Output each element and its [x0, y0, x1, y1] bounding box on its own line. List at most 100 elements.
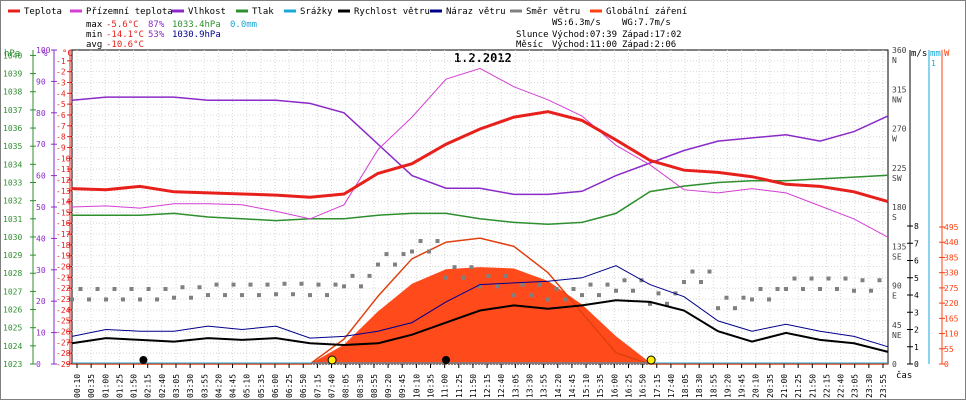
wind-direction-point — [410, 249, 414, 254]
x-tick-label: 22:40 — [837, 374, 846, 398]
x-tick-label: 03:05 — [172, 374, 181, 398]
x-tick-label: 05:35 — [257, 374, 266, 398]
legend-label-rychlost-vetru: Rychlost větru — [354, 7, 430, 17]
ms-tick-label: 2 — [914, 326, 919, 335]
moonset-marker — [139, 356, 148, 364]
wind-direction-point — [665, 301, 669, 306]
x-tick-label: 19:45 — [738, 374, 747, 398]
wind-direction-point — [333, 282, 338, 287]
temp-tick-label: -21 — [56, 273, 71, 282]
mm-tick-label: 1 — [931, 59, 936, 68]
temp-tick-label: -7 — [56, 122, 66, 131]
info-moon-rise: Východ:11:00 — [552, 40, 617, 50]
legend-label-srazky: Srážky — [300, 7, 333, 17]
temp-tick-label: -1 — [56, 57, 66, 66]
legend-label-prizemni-teplota: Přízemní teplota — [86, 7, 173, 17]
pct-tick-label: 50 — [36, 203, 46, 212]
wm-tick-label: 110 — [944, 330, 959, 339]
stats-block: max -5.6°C 87% 1033.4hPa 0.0mm min -14.1… — [86, 20, 257, 50]
temp-tick-label: -14 — [56, 198, 71, 207]
wind-direction-point — [852, 288, 856, 293]
ms-tick-label: 7 — [914, 239, 919, 248]
wind-direction-point — [478, 284, 482, 289]
x-tick-label: 16:50 — [639, 374, 648, 398]
temp-tick-label: -2 — [56, 68, 66, 77]
x-tick-label: 11:00 — [441, 374, 450, 398]
x-tick-label: 20:10 — [752, 374, 761, 398]
temp-tick-label: -4 — [56, 89, 66, 98]
stats-avg-label: avg — [86, 40, 102, 50]
direction-tick-label: 0 — [892, 360, 897, 369]
wind-direction-point — [571, 286, 576, 291]
temp-tick-label: -24 — [56, 306, 71, 315]
temp-tick-label: -26 — [56, 328, 71, 337]
wind-direction-point — [214, 282, 219, 287]
astro-info: WS:6.3m/s WG:7.7m/s Slunce Východ:07:39 … — [516, 18, 682, 50]
ms-tick-label: 6 — [914, 257, 919, 266]
chart-title: 1.2.2012 — [454, 51, 512, 65]
wind-direction-point — [248, 282, 253, 287]
direction-tick-label: 90 — [892, 282, 902, 291]
wind-direction-point — [486, 273, 491, 278]
x-tick-label: 05:10 — [243, 374, 252, 398]
x-tick-label: 23:05 — [851, 374, 860, 398]
temp-tick-label: -13 — [56, 187, 71, 196]
x-tick-label: 17:40 — [667, 374, 676, 398]
pct-axis-label: % — [42, 49, 48, 59]
info-ws: WS:6.3m/s — [552, 18, 601, 28]
wm-tick-label: 0 — [944, 360, 949, 369]
x-tick-label: 15:35 — [596, 374, 605, 398]
hpa-tick-label: 1024 — [3, 342, 22, 351]
wind-direction-point — [231, 282, 236, 287]
x-tick-label: 08:55 — [370, 374, 379, 398]
legend-label-smer-vetru: Směr větru — [526, 7, 580, 17]
wind-direction-point — [724, 295, 729, 300]
wind-direction-point — [172, 295, 176, 300]
x-tick-label: 02:15 — [144, 374, 153, 398]
x-tick-label: 01:25 — [115, 374, 124, 398]
wind-direction-point — [197, 285, 202, 290]
x-tick-label: 13:55 — [540, 374, 549, 398]
plot-group — [70, 67, 889, 365]
direction-tick-label: NW — [892, 95, 902, 104]
wind-direction-point — [631, 288, 635, 293]
x-tick-label: 08:30 — [356, 374, 365, 398]
wind-direction-point — [588, 282, 593, 287]
pct-tick-label: 20 — [36, 297, 46, 306]
wm-tick-label: 165 — [944, 314, 959, 323]
wind-direction-point — [240, 293, 244, 298]
temp-tick-label: -19 — [56, 252, 71, 261]
x-tick-label: 16:00 — [610, 374, 619, 398]
wm-tick-label: 495 — [944, 223, 959, 232]
x-tick-label: 00:35 — [87, 374, 96, 398]
global-radiation-area — [72, 267, 888, 364]
pct-tick-label: 70 — [36, 140, 46, 149]
x-tick-label: 10:35 — [427, 374, 436, 398]
axes-group: hPa1040103910381037103610351034103310321… — [3, 46, 959, 369]
wind-direction-point — [775, 286, 780, 291]
wind-direction-point — [189, 295, 193, 300]
temp-tick-label: -9 — [56, 143, 66, 152]
x-tick-label: 11:25 — [455, 374, 464, 398]
x-tick-label: 21:00 — [780, 374, 789, 398]
hpa-tick-label: 1030 — [3, 233, 22, 242]
direction-tick-label: 270 — [892, 125, 907, 134]
x-tick-label: 17:15 — [653, 374, 662, 398]
wind-direction-point — [104, 297, 108, 302]
wind-direction-point — [605, 282, 610, 287]
hpa-tick-label: 1035 — [3, 142, 22, 151]
temp-tick-label: -11 — [56, 165, 71, 174]
direction-tick-label: 360 — [892, 46, 907, 55]
wind-direction-point — [716, 306, 720, 311]
wind-direction-point — [316, 282, 321, 287]
wind-direction-point — [554, 286, 559, 291]
direction-tick-label: 315 — [892, 85, 907, 94]
wind-direction-point — [223, 293, 227, 298]
direction-tick-label: 135 — [892, 242, 907, 251]
wind-direction-point — [291, 292, 295, 297]
hpa-tick-label: 1040 — [3, 51, 22, 60]
wind-direction-point — [78, 286, 83, 291]
stats-max-humidity: 87% — [148, 20, 165, 30]
pct-tick-label: 40 — [36, 234, 46, 243]
